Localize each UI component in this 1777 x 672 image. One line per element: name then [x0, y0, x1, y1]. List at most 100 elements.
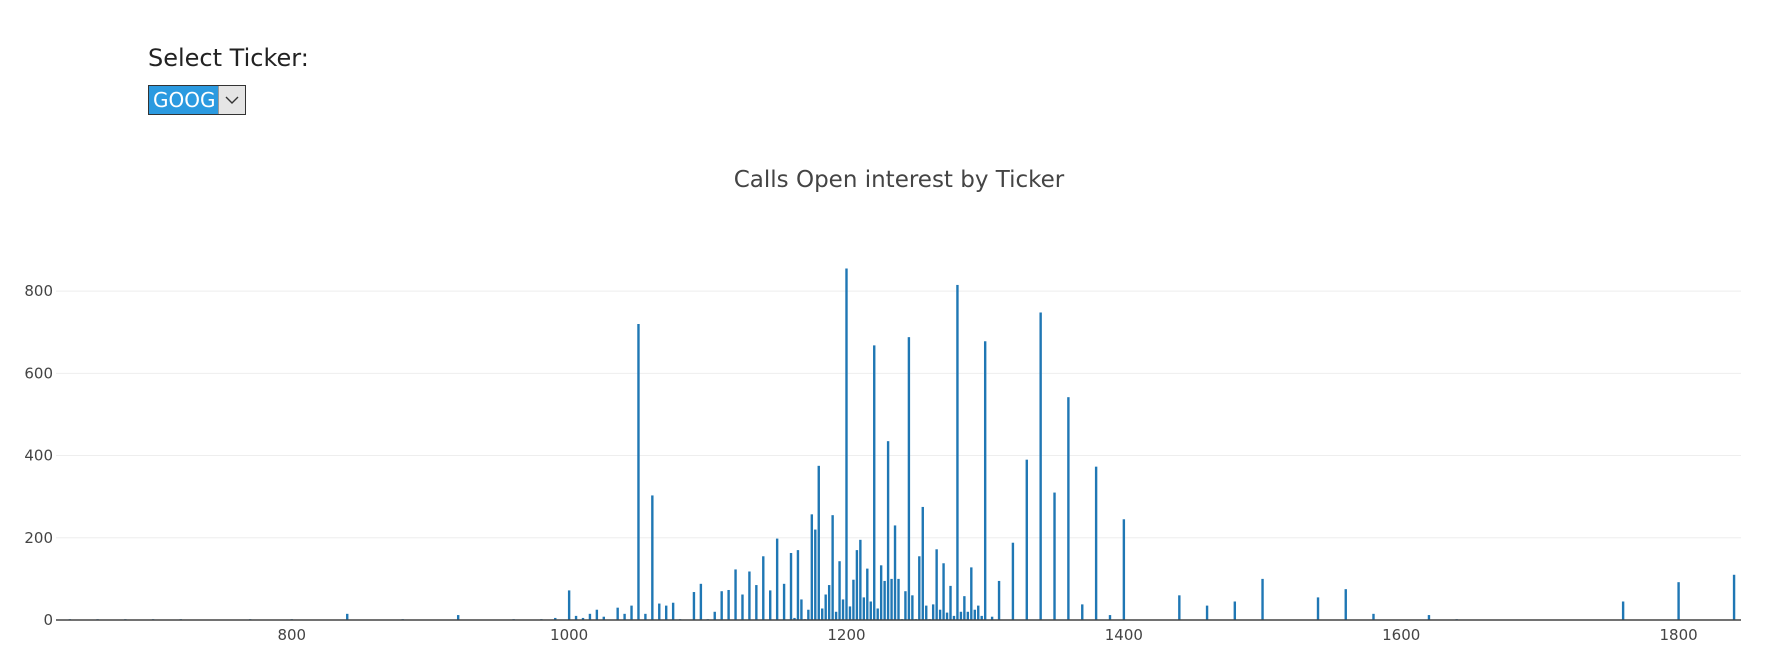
bar: [1178, 595, 1181, 620]
bar: [727, 589, 730, 620]
bar: [1108, 615, 1112, 620]
bar: [904, 591, 907, 620]
bar: [814, 529, 817, 620]
bar: [574, 615, 578, 620]
bar: [817, 465, 820, 620]
bar: [1053, 492, 1056, 620]
bar: [810, 514, 814, 620]
bar: [671, 602, 675, 620]
x-axis-ticks: 800 1000 1200 1400 1600 1800: [277, 626, 1697, 644]
bar: [581, 617, 585, 620]
bar: [945, 612, 949, 620]
bar: [838, 561, 841, 620]
bar: [1261, 578, 1264, 620]
bar: [983, 341, 987, 620]
bar: [793, 617, 796, 620]
bar: [1094, 466, 1098, 620]
bar: [834, 611, 838, 620]
bar: [602, 616, 605, 620]
bar: [741, 594, 744, 620]
bar: [1025, 459, 1028, 620]
bar: [956, 284, 959, 620]
bar: [897, 578, 900, 620]
x-tick-label: 1400: [1105, 626, 1143, 644]
bar: [827, 585, 831, 620]
bar: [1011, 542, 1015, 620]
chart-title: Calls Open interest by Ticker: [734, 167, 1065, 193]
bar: [1732, 574, 1736, 620]
bar: [859, 539, 862, 620]
chevron-down-icon[interactable]: [218, 86, 246, 114]
bar: [789, 552, 793, 620]
bar: [762, 556, 765, 620]
bar: [890, 578, 893, 620]
bar: [1122, 519, 1126, 620]
bar: [879, 565, 883, 620]
bar: [796, 550, 800, 620]
y-tick-label: 200: [24, 529, 53, 547]
bar: [595, 609, 599, 620]
bar: [931, 604, 935, 620]
bar: [1316, 597, 1320, 620]
bar: [637, 324, 640, 620]
bar-series: [68, 268, 1736, 620]
bar: [769, 590, 772, 620]
bar: [651, 495, 654, 620]
bar: [980, 615, 983, 620]
bar: [935, 549, 938, 620]
bar: [1067, 397, 1070, 620]
bar: [554, 617, 557, 620]
bar: [623, 613, 626, 620]
bar: [893, 525, 897, 620]
bar: [1039, 312, 1042, 620]
bar: [918, 556, 921, 620]
bar: [1081, 604, 1084, 620]
y-tick-label: 600: [24, 364, 53, 382]
bar: [782, 583, 786, 620]
x-tick-label: 1000: [550, 626, 588, 644]
bar: [775, 538, 779, 620]
bar: [883, 580, 886, 620]
bar: [973, 609, 976, 620]
y-tick-label: 400: [24, 447, 53, 465]
x-tick-label: 1600: [1382, 626, 1420, 644]
grid-lines: [56, 290, 1741, 539]
bar: [734, 569, 737, 620]
bar: [866, 568, 869, 620]
ticker-selector: Select Ticker: GOOG: [148, 44, 309, 115]
ticker-selected-value: GOOG: [149, 86, 219, 114]
bar: [699, 583, 703, 620]
bar: [658, 603, 661, 620]
bar: [1621, 601, 1625, 620]
bar: [821, 608, 824, 620]
bar: [942, 563, 945, 620]
x-tick-label: 800: [277, 626, 306, 644]
bar: [907, 337, 911, 620]
bar: [970, 567, 973, 620]
bar: [1344, 589, 1347, 620]
y-axis-ticks: 0 200 400 600 800: [24, 282, 53, 629]
bar: [963, 596, 966, 620]
bar: [630, 605, 633, 620]
bar: [925, 605, 928, 620]
bar: [588, 613, 592, 620]
bar: [800, 599, 803, 620]
bar: [876, 608, 879, 620]
bar: [713, 611, 716, 620]
ticker-dropdown[interactable]: GOOG: [148, 85, 247, 115]
bar: [807, 609, 810, 620]
x-tick-label: 1800: [1659, 626, 1697, 644]
bar: [841, 599, 845, 620]
bar: [720, 591, 723, 620]
bar: [869, 601, 872, 620]
bar: [977, 605, 980, 620]
bar: [1372, 613, 1375, 620]
bar: [824, 594, 827, 620]
bar: [855, 550, 859, 620]
bar: [567, 590, 571, 620]
bar: [921, 506, 924, 620]
bar: [886, 441, 890, 620]
bar: [665, 605, 668, 620]
bar: [845, 268, 848, 620]
bar: [990, 616, 994, 620]
